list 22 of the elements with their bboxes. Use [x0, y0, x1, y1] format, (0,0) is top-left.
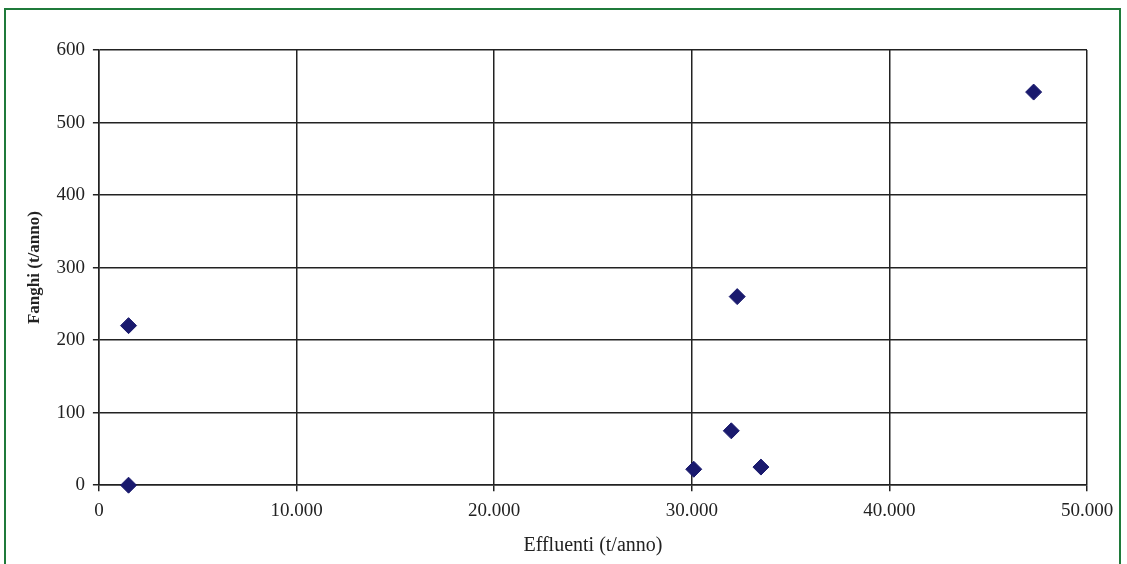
point — [722, 422, 740, 440]
y-tick-label: 0 — [75, 473, 85, 495]
y-tick-label: 400 — [56, 183, 85, 205]
y-tick-label: 500 — [56, 110, 85, 132]
y-tick-label: 600 — [56, 37, 85, 59]
point — [728, 288, 746, 306]
x-axis-title: Effluenti (t/anno) — [523, 533, 663, 557]
x-tick-label: 50.000 — [1060, 498, 1114, 520]
point — [1025, 83, 1043, 101]
point — [120, 476, 138, 494]
x-tick-label: 30.000 — [665, 498, 718, 520]
y-tick-label: 300 — [56, 255, 85, 277]
point — [752, 458, 770, 476]
point — [120, 317, 138, 335]
x-tick-label: 0 — [94, 498, 104, 520]
x-tick-label: 40.000 — [863, 498, 916, 520]
x-tick-label: 10.000 — [270, 498, 323, 520]
point — [685, 460, 703, 478]
y-tick-label: 200 — [56, 328, 85, 350]
y-tick-label: 100 — [56, 400, 85, 422]
y-axis-title: Fanghi (t/anno) — [23, 211, 43, 325]
x-tick-label: 20.000 — [468, 498, 521, 520]
